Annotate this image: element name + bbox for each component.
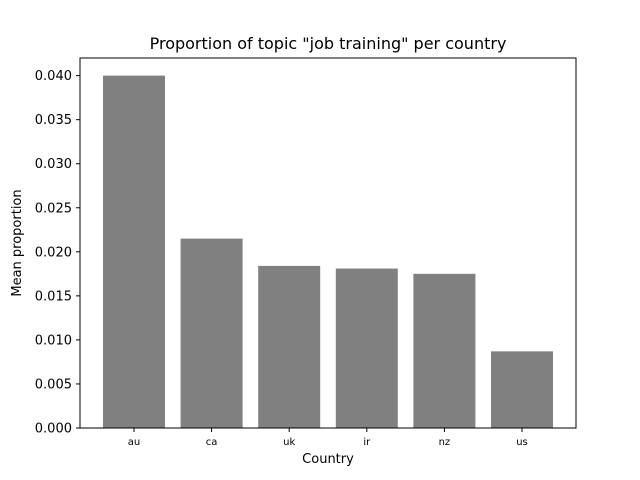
plot-frame bbox=[79, 57, 577, 429]
x-axis-label: Country bbox=[302, 452, 354, 467]
bar-ir bbox=[335, 268, 398, 428]
x-tick-label: uk bbox=[283, 437, 295, 448]
bar-au bbox=[103, 75, 165, 428]
y-tick-label: 0.035 bbox=[35, 113, 72, 128]
x-tick-label: au bbox=[128, 437, 140, 448]
bar-ca bbox=[180, 238, 243, 428]
y-tick-label: 0.010 bbox=[35, 333, 72, 348]
y-tick-label: 0.020 bbox=[35, 245, 72, 260]
y-tick-label: 0.040 bbox=[35, 69, 72, 84]
y-tick-label: 0.030 bbox=[35, 157, 72, 172]
y-tick-label: 0.025 bbox=[35, 201, 72, 216]
x-tick-label: ir bbox=[363, 437, 371, 448]
y-tick-label: 0.015 bbox=[35, 289, 72, 304]
x-tick-label: us bbox=[516, 437, 528, 448]
x-tick-label: ca bbox=[206, 437, 218, 448]
y-axis: 0.000 0.005 0.010 0.015 0.020 0.025 0.030 0.035… bbox=[35, 69, 80, 437]
y-axis-label: Mean proportion bbox=[10, 189, 25, 296]
y-tick-label: 0.005 bbox=[35, 377, 72, 392]
bar-us bbox=[491, 351, 553, 428]
bars-group bbox=[103, 75, 553, 428]
x-axis: au ca uk ir nz us bbox=[128, 428, 528, 448]
chart-title: Proportion of topic "job training" per c… bbox=[150, 34, 507, 53]
x-tick-label: nz bbox=[439, 437, 451, 448]
bar-uk bbox=[258, 265, 321, 428]
y-tick-label: 0.000 bbox=[35, 422, 72, 437]
bar-nz bbox=[413, 273, 476, 428]
